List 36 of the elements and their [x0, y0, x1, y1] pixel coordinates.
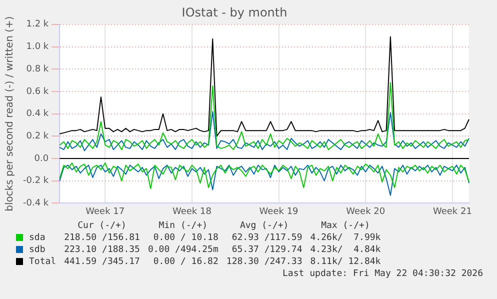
y-tick-label: 0.8 k: [26, 64, 50, 74]
text: Avg (-/+): [238, 220, 290, 232]
text: 8.11k/ 12.84k: [309, 256, 382, 268]
x-tick-label: Week 19: [259, 206, 299, 217]
y-tick-label: 0.2 k: [26, 131, 50, 142]
x-tick-label: Week 21: [432, 206, 472, 217]
text: 0.00 / 10.18: [152, 232, 220, 244]
y-tick-label: -0.4 k: [22, 198, 50, 209]
text: 4.23k/ 4.84k: [309, 244, 382, 256]
text: 128.30 /247.33: [225, 256, 304, 268]
text: 62.93 /117.59: [230, 232, 304, 244]
text: 218.50 /156.81: [63, 232, 141, 244]
x-tick-label: Week 18: [172, 206, 212, 217]
chart-title: IOstat - by month: [182, 5, 288, 20]
y-tick-label: 1.0 k: [26, 42, 50, 52]
text: 223.10 /188.35: [63, 244, 141, 256]
text: Max (-/+): [320, 220, 371, 232]
text: Last update: Fri May 22 04:30:32 2026: [282, 268, 483, 280]
y-tick-label: 0.4 k: [26, 109, 50, 120]
text: Cur (-/+): [76, 220, 128, 232]
x-tick-label: Week 17: [86, 206, 125, 217]
text: Min (-/+): [158, 220, 209, 232]
legend-label: sda: [28, 232, 46, 244]
x-tick-label: Week 20: [346, 206, 386, 217]
y-tick-label: 1.2 k: [26, 20, 50, 30]
legend-label: Total: [28, 256, 58, 268]
y-tick-label: 0.6 k: [26, 86, 50, 97]
y-tick-label: -0.2 k: [22, 176, 50, 186]
text: 0.00 /494.25m: [146, 244, 220, 256]
legend-label: sdb: [28, 244, 46, 256]
y-tick-label: 0.0: [34, 154, 49, 164]
y-axis-title: blocks per second read (-) / written (+): [4, 16, 16, 212]
text: 65.37 /129.74: [230, 244, 304, 256]
text: 441.59 /345.17: [63, 256, 141, 268]
text: 0.00 / 16.82: [152, 256, 220, 268]
text: 4.26k/ 7.99k: [309, 232, 382, 244]
